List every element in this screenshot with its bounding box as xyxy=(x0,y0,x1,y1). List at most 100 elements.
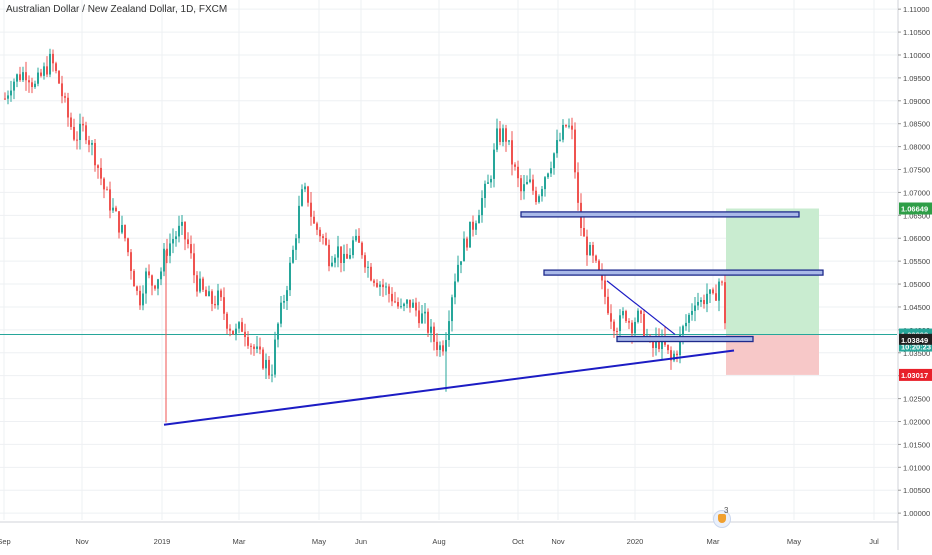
candle-body xyxy=(133,270,135,287)
candle-body xyxy=(616,331,618,333)
candle-body xyxy=(349,255,351,259)
price-axis-bg xyxy=(898,0,932,550)
candle-body xyxy=(520,178,522,192)
candle-body xyxy=(172,239,174,244)
candle-body xyxy=(103,178,105,190)
candle-body xyxy=(682,326,684,336)
candle-body xyxy=(604,280,606,297)
candle-body xyxy=(34,83,36,88)
candle-body xyxy=(169,243,171,256)
candle-body xyxy=(481,198,483,216)
candle-body xyxy=(448,321,450,341)
candle-body xyxy=(619,315,621,332)
candle-body xyxy=(145,271,147,294)
x-tick-label: 2020 xyxy=(627,537,644,546)
candle-body xyxy=(451,297,453,322)
candle-body xyxy=(238,322,240,329)
candle-body xyxy=(439,345,441,350)
candle-body xyxy=(403,303,405,307)
candle-body xyxy=(379,284,381,287)
candle-body xyxy=(223,297,225,314)
candle-body xyxy=(394,301,396,303)
candle-body xyxy=(592,244,594,256)
trendline xyxy=(163,349,735,426)
candle-body xyxy=(433,326,435,342)
candle-body xyxy=(421,313,423,324)
candle-body xyxy=(292,249,294,263)
candle-body xyxy=(658,336,660,350)
candle-body xyxy=(322,236,324,239)
candle-body xyxy=(712,289,714,294)
candle-body xyxy=(31,82,33,88)
candle-body xyxy=(412,302,414,308)
y-tick-label: 1.09500 xyxy=(903,74,930,83)
candle-body xyxy=(436,341,438,350)
notification-count: 3 xyxy=(724,506,729,515)
candle-body xyxy=(340,246,342,263)
candle-body xyxy=(577,172,579,203)
y-tick-label: 1.07000 xyxy=(903,188,930,197)
candle-body xyxy=(160,271,162,280)
candle-body xyxy=(235,328,237,335)
candle-body xyxy=(553,153,555,169)
candle-body xyxy=(109,189,111,211)
candle-body xyxy=(121,225,123,233)
candle-body xyxy=(385,286,387,288)
candle-body xyxy=(181,221,183,226)
candle-body xyxy=(316,223,318,230)
candle-body xyxy=(688,314,690,323)
candle-body xyxy=(190,244,192,254)
candle-body xyxy=(526,181,528,185)
candle-body xyxy=(625,311,627,322)
candle-body xyxy=(262,349,264,369)
candle-body xyxy=(325,238,327,245)
candle-body xyxy=(388,286,390,294)
candle-body xyxy=(589,244,591,256)
candle-body xyxy=(559,139,561,141)
candle-body xyxy=(253,346,255,349)
candle-body xyxy=(91,142,93,145)
candle-body xyxy=(517,166,519,179)
candle-body xyxy=(628,321,630,323)
candle-body xyxy=(397,301,399,307)
candle-body xyxy=(364,255,366,268)
candle-body xyxy=(49,53,51,75)
candle-body xyxy=(667,344,669,351)
countdown-label: 10:20:23 xyxy=(901,343,931,352)
candle-body xyxy=(415,302,417,311)
candle-body xyxy=(94,142,96,166)
candle-body xyxy=(475,223,477,230)
candle-body xyxy=(97,165,99,168)
candle-body xyxy=(622,311,624,316)
candle-body xyxy=(391,293,393,302)
candle-body xyxy=(313,216,315,224)
candle-body xyxy=(202,278,204,290)
candle-body xyxy=(346,253,348,259)
candle-body xyxy=(613,321,615,332)
candle-body xyxy=(610,313,612,322)
candle-body xyxy=(142,293,144,306)
candle-body xyxy=(4,98,6,100)
candle-body xyxy=(271,374,273,376)
candle-body xyxy=(544,177,546,190)
x-tick-label: 2019 xyxy=(154,537,171,546)
candle-body xyxy=(205,289,207,297)
candle-body xyxy=(382,284,384,288)
candle-body xyxy=(61,83,63,97)
candle-body xyxy=(334,257,336,263)
candle-body xyxy=(718,281,720,301)
y-tick-label: 1.06500 xyxy=(903,211,930,220)
candle-body xyxy=(352,240,354,256)
candle-body xyxy=(469,221,471,248)
candle-body xyxy=(637,310,639,322)
alert-bell-icon[interactable] xyxy=(713,510,731,528)
x-tick-label: Nov xyxy=(551,537,565,546)
candle-body xyxy=(541,189,543,197)
candle-body xyxy=(298,205,300,239)
candle-body xyxy=(466,238,468,248)
trendline xyxy=(606,280,676,335)
candle-body xyxy=(631,322,633,334)
candle-body xyxy=(157,279,159,289)
